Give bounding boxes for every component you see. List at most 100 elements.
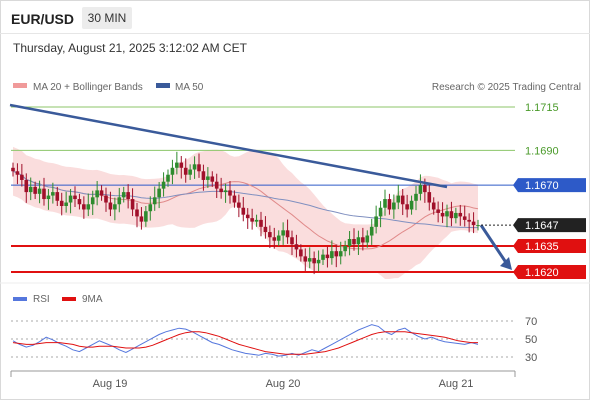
candle-body — [427, 192, 432, 203]
candle-body — [276, 235, 281, 241]
candle-body — [206, 176, 210, 180]
price-tag-1.162: 1.1620 — [525, 267, 559, 279]
candle-body — [197, 164, 201, 172]
candle-body — [392, 202, 396, 210]
copyright-label: Research © 2025 Trading Central — [432, 82, 581, 93]
candle-body — [15, 171, 20, 175]
candle-body — [130, 199, 135, 210]
candle-body — [285, 230, 290, 238]
candle-body — [68, 195, 73, 203]
candle-body — [268, 232, 272, 238]
candle-body — [352, 239, 356, 245]
candle-body — [431, 202, 436, 210]
candle-body — [95, 190, 99, 198]
candle-body — [445, 211, 449, 217]
symbol-label: EUR/USD — [11, 11, 75, 27]
candle-body — [175, 162, 179, 168]
candle-body — [11, 167, 15, 172]
candle-body — [241, 207, 246, 215]
price-label-1.1715: 1.1715 — [525, 102, 559, 114]
candle-body — [210, 176, 215, 182]
candle-body — [343, 245, 347, 252]
price-tag-bg-1.162 — [513, 265, 586, 279]
candle-body — [46, 195, 51, 200]
candle-body — [409, 200, 414, 210]
rsi-legend-label: RSI — [33, 294, 50, 305]
price-tag-bg-1.1647 — [513, 218, 586, 233]
rsi-line — [12, 324, 479, 357]
candle-body — [325, 254, 330, 259]
candle-body — [219, 188, 223, 193]
candle-body — [161, 181, 166, 189]
candle-body — [232, 195, 237, 203]
candle-body — [170, 167, 175, 175]
candle-body — [148, 204, 153, 212]
candle-body — [374, 216, 378, 227]
candle-body — [418, 185, 423, 194]
candle-body — [316, 259, 321, 264]
candle-body — [144, 211, 148, 222]
candle-body — [201, 171, 206, 180]
candle-body — [281, 230, 285, 236]
candle-body — [82, 204, 86, 210]
ma50-legend-label: MA 50 — [175, 82, 204, 93]
candle-body — [387, 199, 392, 210]
candle-body — [121, 192, 126, 198]
candle-body — [254, 219, 259, 222]
candle-body — [383, 199, 387, 208]
candle-body — [37, 188, 42, 194]
bollinger-bands — [13, 146, 478, 279]
ma9-legend-label: 9MA — [82, 294, 103, 305]
candle-body — [135, 209, 139, 217]
candle-body — [307, 258, 312, 262]
ma50-line — [12, 170, 479, 229]
candle-body — [272, 237, 277, 241]
projection-arrow-head — [500, 257, 512, 270]
candle-body — [157, 188, 161, 198]
candle-body — [250, 218, 254, 222]
candle-body — [471, 221, 476, 226]
candle-body — [378, 207, 383, 217]
candle-body — [152, 197, 157, 205]
candle-body — [86, 204, 91, 210]
candle-body — [237, 202, 241, 208]
candle-body — [347, 239, 352, 246]
header-divider — [0, 33, 590, 34]
rsi-ma9-line — [12, 331, 478, 355]
candle-body — [33, 186, 37, 194]
candle-body — [263, 226, 268, 233]
rsi-tick-50: 50 — [525, 334, 537, 346]
candle-body — [454, 212, 458, 219]
candle-body — [294, 244, 299, 250]
candle-body — [20, 174, 24, 180]
candle-body — [338, 251, 343, 257]
candle-body — [188, 169, 192, 175]
candle-body — [414, 193, 418, 201]
candle-body — [299, 249, 303, 257]
candle-body — [55, 192, 60, 201]
candle-body — [228, 190, 232, 196]
candle-body — [467, 219, 471, 222]
candle-body — [462, 216, 467, 220]
trendline-group — [9, 103, 513, 270]
moving-averages — [12, 170, 479, 250]
candle-body — [117, 197, 122, 205]
ma20-legend-swatch — [13, 83, 27, 88]
ma9-legend-swatch — [62, 297, 76, 301]
candle-body — [334, 251, 339, 257]
projection-arrow-shaft — [479, 224, 509, 265]
candle-body — [290, 237, 294, 245]
candle-body — [108, 202, 113, 210]
candle-body — [73, 195, 77, 200]
candle-body — [192, 164, 197, 170]
candle-body — [99, 190, 104, 196]
timeframe-button[interactable]: 30 MIN — [82, 7, 132, 29]
ma20-legend-label: MA 20 + Bollinger Bands — [33, 82, 143, 93]
price-tag-bg-1.167 — [513, 178, 586, 193]
candle-body — [361, 237, 365, 243]
candle-body — [476, 225, 480, 227]
ma50-legend-swatch — [156, 83, 170, 88]
candlesticks — [11, 151, 480, 275]
x-tick-aug19: Aug 19 — [93, 378, 128, 390]
candle-body — [64, 202, 68, 206]
